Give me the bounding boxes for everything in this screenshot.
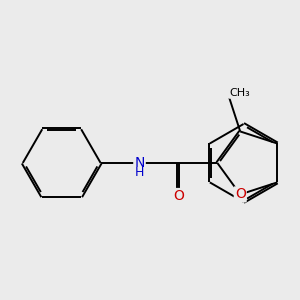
Text: CH₃: CH₃ [230, 88, 250, 98]
Text: O: O [235, 188, 246, 201]
Text: H: H [135, 166, 144, 179]
Text: N: N [134, 156, 145, 170]
Text: O: O [173, 189, 184, 203]
